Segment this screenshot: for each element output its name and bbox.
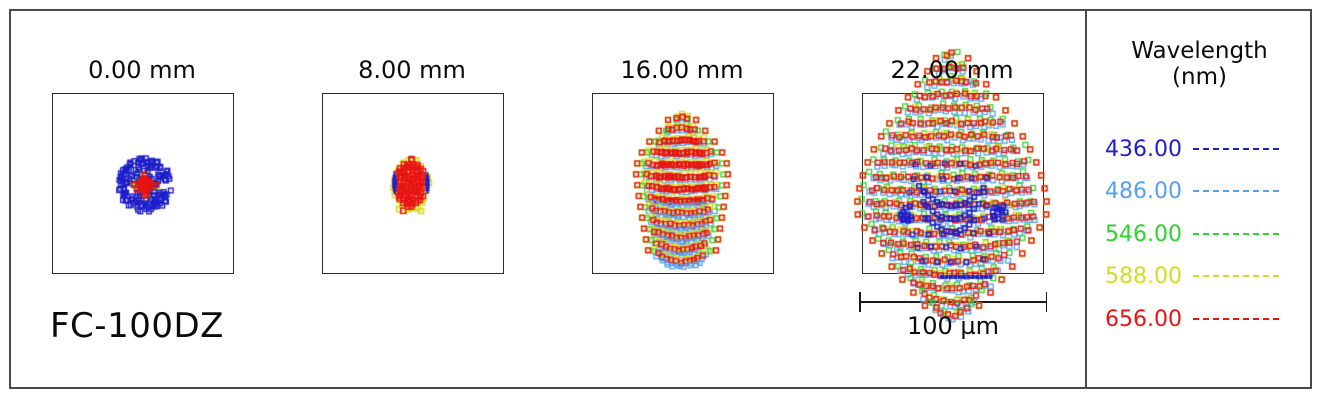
legend-wavelength-value: 486.00 [1105, 179, 1182, 204]
legend-dash-line [1193, 190, 1283, 193]
legend-entry: 588.00 [1098, 264, 1298, 290]
legend-dash-line [1193, 233, 1283, 236]
spot-box-22mm [862, 93, 1044, 274]
legend-entry: 436.00 [1098, 137, 1298, 163]
scale-bar-line [859, 301, 1047, 303]
legend-entry: 656.00 [1098, 307, 1298, 333]
legend-wavelength-value: 656.00 [1105, 307, 1182, 332]
legend-entry: 546.00 [1098, 222, 1298, 248]
scale-bar-tick-left [859, 292, 861, 312]
legend-wavelength-value: 436.00 [1105, 137, 1182, 162]
spot-box-16mm [592, 93, 774, 274]
legend-dash-line [1193, 318, 1283, 321]
panel-title-defocus-0: 0.00 mm [88, 56, 196, 84]
panel-title-defocus-22: 22.00 mm [890, 56, 1014, 84]
spot-box-8mm [322, 93, 504, 274]
legend-dash-line [1193, 275, 1283, 278]
legend-dash-line [1193, 148, 1283, 151]
spot-box-0mm [52, 93, 234, 274]
scale-bar-tick-right [1045, 292, 1047, 312]
panel-title-defocus-8: 8.00 mm [358, 56, 466, 84]
legend-title: Wavelength [1131, 38, 1268, 64]
legend-wavelength-value: 588.00 [1105, 264, 1182, 289]
legend-unit: (nm) [1172, 64, 1227, 90]
legend-wavelength-value: 546.00 [1105, 222, 1182, 247]
lens-model-label: FC-100DZ [50, 306, 224, 346]
scale-bar-label: 100 µm [906, 312, 1000, 340]
legend-entry: 486.00 [1098, 179, 1298, 205]
panel-title-defocus-16: 16.00 mm [620, 56, 744, 84]
